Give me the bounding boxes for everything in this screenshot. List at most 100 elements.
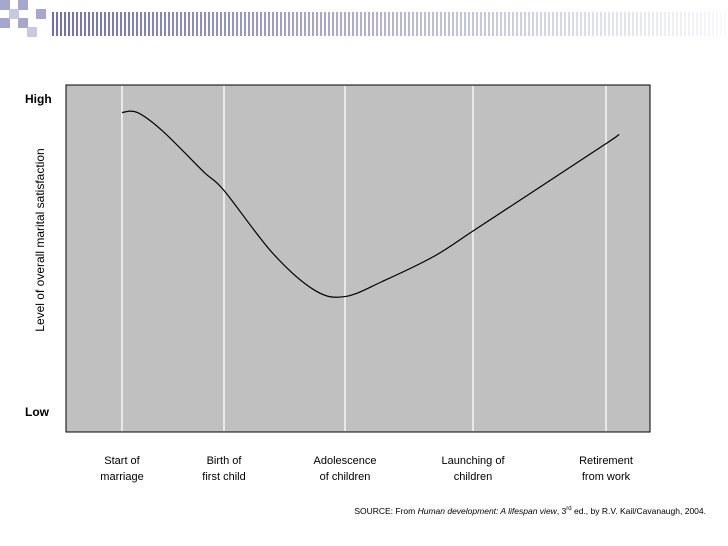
stripe [468,12,470,36]
source-suffix: ed., by R.V. Kail/Cavanaugh, 2004. [571,506,706,516]
stripe [96,12,98,36]
stripe [124,12,126,36]
stripe [548,12,550,36]
stripe [520,12,522,36]
stripe [196,12,198,36]
stripe [616,12,618,36]
stripe [720,12,722,36]
stripe [372,12,374,36]
stripe [464,12,466,36]
gradient-stripes-decoration [52,12,726,36]
stripe [140,12,142,36]
stripe [240,12,242,36]
stripe [296,12,298,36]
stripe [640,12,642,36]
stripe [492,12,494,36]
stripe [252,12,254,36]
stripe [712,12,714,36]
stripe [260,12,262,36]
stripe [188,12,190,36]
stripe [724,12,726,36]
stripe [112,12,114,36]
source-prefix: SOURCE: From [354,506,418,516]
stripe [688,12,690,36]
stripe [360,12,362,36]
y-low-label: Low [25,405,49,419]
stripe [600,12,602,36]
stripe [668,12,670,36]
stripe [684,12,686,36]
stripe [232,12,234,36]
stripe [136,12,138,36]
stripe [540,12,542,36]
stripe [156,12,158,36]
stripe [480,12,482,36]
stripe [412,12,414,36]
stripe [664,12,666,36]
stripe [528,12,530,36]
stripe [176,12,178,36]
stripe [184,12,186,36]
stripe [104,12,106,36]
stripe [392,12,394,36]
stripe [84,12,86,36]
stripe [312,12,314,36]
stripe [108,12,110,36]
source-edition-suffix: rd [566,506,572,513]
stripe [656,12,658,36]
stripe [428,12,430,36]
stripe [352,12,354,36]
stripe [472,12,474,36]
stripe [608,12,610,36]
stripe [696,12,698,36]
stripe [172,12,174,36]
stripe [516,12,518,36]
stripe [704,12,706,36]
stripe [292,12,294,36]
stripe [588,12,590,36]
stripe [356,12,358,36]
stripe [68,12,70,36]
gridlines [121,86,607,431]
stripe [604,12,606,36]
stripe [544,12,546,36]
stripe [128,12,130,36]
stripe [576,12,578,36]
stripe [76,12,78,36]
stripe [536,12,538,36]
stripe [284,12,286,36]
stripe [376,12,378,36]
stripe [168,12,170,36]
stripe [308,12,310,36]
x-tick-label: Retirement from work [579,455,633,483]
stripe [460,12,462,36]
stripe [256,12,258,36]
stripe [676,12,678,36]
stripe [448,12,450,36]
stripe [596,12,598,36]
stripe [568,12,570,36]
stripe [484,12,486,36]
stripe [456,12,458,36]
stripe [388,12,390,36]
stripe [300,12,302,36]
stripe [336,12,338,36]
stripe [100,12,102,36]
stripe [144,12,146,36]
stripe [88,12,90,36]
stripe [64,12,66,36]
stripe [344,12,346,36]
source-citation: SOURCE: From Human development: A lifesp… [354,506,706,516]
stripe [700,12,702,36]
y-axis-label: Level of overall marital satisfaction [10,90,70,390]
stripe [476,12,478,36]
stripe [624,12,626,36]
stripe [364,12,366,36]
stripe [692,12,694,36]
stripe [436,12,438,36]
series-line [121,110,620,298]
x-tick-labels: Start of marriage Birth of first child Adole… [100,455,633,483]
stripe [672,12,674,36]
stripe [532,12,534,36]
